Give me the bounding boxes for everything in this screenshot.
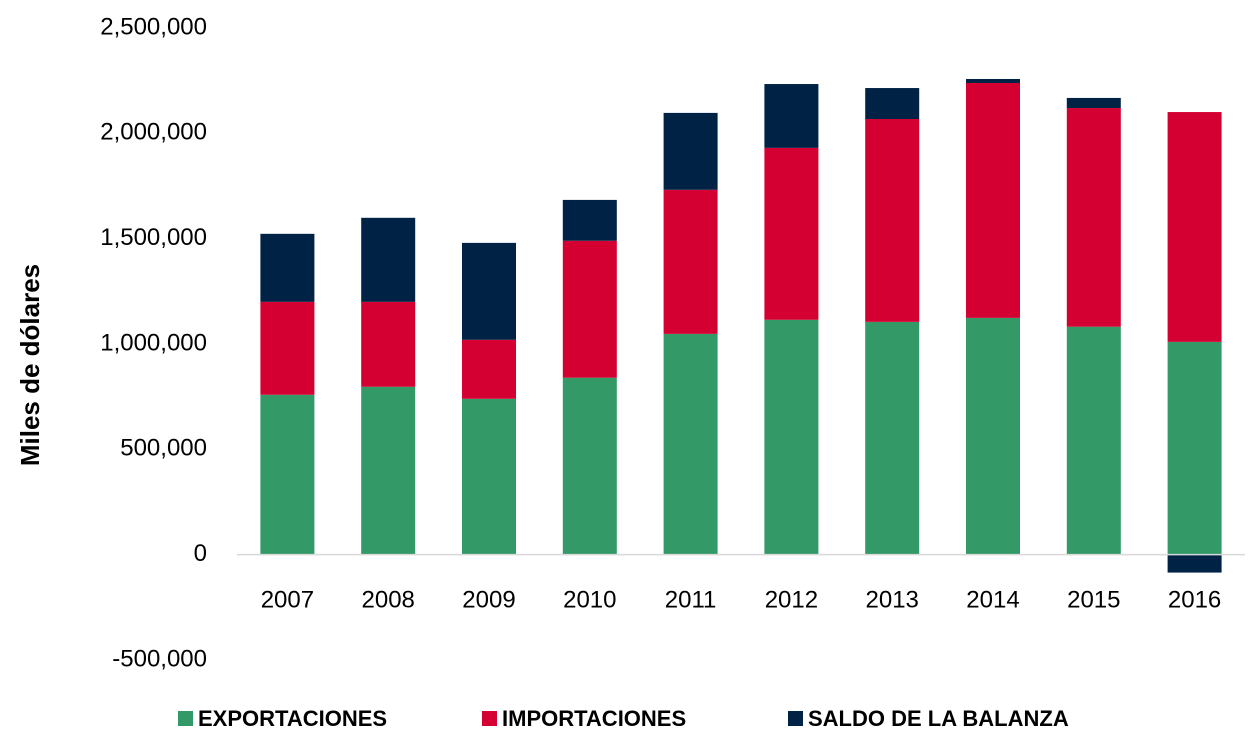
bar-segment — [966, 82, 1020, 318]
bar-segment — [462, 398, 516, 555]
bar-segment — [764, 319, 819, 555]
bar-segment — [260, 233, 315, 302]
bar-segment — [663, 112, 718, 190]
bar-segment — [562, 377, 617, 555]
bar-segment — [562, 240, 617, 378]
x-tick-label: 2007 — [261, 586, 314, 613]
y-tick-label: 0 — [194, 540, 207, 567]
bar-segment — [462, 339, 516, 399]
bar-segment — [663, 189, 718, 334]
bar-segment — [361, 301, 416, 387]
y-axis-title: Miles de dólares — [15, 264, 45, 466]
x-tick-label: 2013 — [866, 586, 919, 613]
bar-segment — [562, 199, 617, 241]
y-tick-label: 1,000,000 — [100, 329, 207, 356]
bar-segment — [1066, 97, 1121, 109]
bar-segment — [260, 301, 315, 395]
bar-segment — [865, 119, 920, 322]
legend-swatch — [788, 711, 803, 726]
bar-segment — [966, 317, 1020, 555]
x-tick-label: 2012 — [765, 586, 818, 613]
bar-segment — [361, 386, 416, 555]
x-tick-label: 2009 — [462, 586, 515, 613]
y-tick-label: 1,500,000 — [100, 224, 207, 251]
x-tick-label: 2015 — [1067, 586, 1120, 613]
legend-label: SALDO DE LA BALANZA — [808, 706, 1069, 731]
legend-label: IMPORTACIONES — [502, 706, 686, 731]
bar-segment — [966, 78, 1020, 83]
bar-segment — [1167, 112, 1222, 342]
bar-segment — [1167, 341, 1222, 555]
legend-swatch — [178, 711, 193, 726]
x-tick-label: 2016 — [1168, 586, 1221, 613]
x-tick-label: 2010 — [563, 586, 616, 613]
y-tick-label: 2,500,000 — [100, 13, 207, 40]
bar-segment — [1167, 554, 1222, 573]
x-tick-label: 2014 — [966, 586, 1019, 613]
bar-segment — [361, 217, 416, 302]
legend-label: EXPORTACIONES — [198, 706, 387, 731]
x-tick-label: 2008 — [362, 586, 415, 613]
y-tick-label: 2,000,000 — [100, 119, 207, 146]
legend-swatch — [482, 711, 497, 726]
y-tick-label: 500,000 — [120, 435, 207, 462]
x-tick-label: 2011 — [665, 586, 717, 613]
y-tick-label: -500,000 — [112, 645, 207, 672]
bar-segment — [865, 88, 920, 120]
bar-segment — [764, 147, 819, 320]
bar-segment — [764, 84, 819, 148]
bar-segment — [865, 321, 920, 555]
bar-segment — [1066, 326, 1121, 555]
bar-segment — [663, 333, 718, 555]
bar-segment — [1066, 108, 1121, 327]
bar-segment — [260, 394, 315, 555]
bar-segment — [462, 242, 516, 340]
